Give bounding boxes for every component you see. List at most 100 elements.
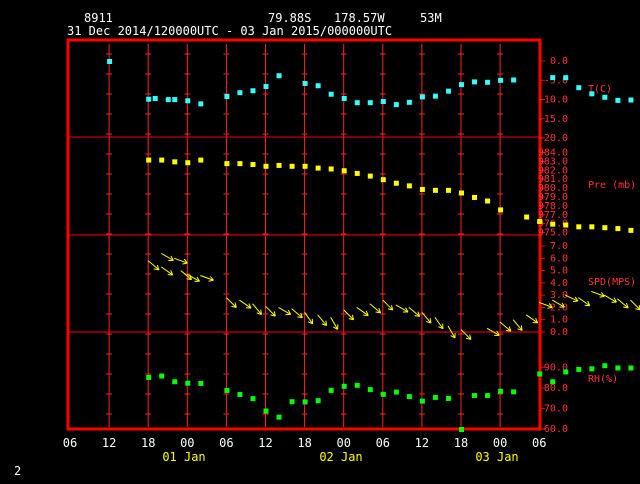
temp-point: [368, 100, 373, 105]
temp-point: [563, 75, 568, 80]
rh-point: [159, 374, 164, 379]
wind-arrow: [370, 304, 381, 313]
temp-point: [446, 89, 451, 94]
y-tick-label: 70.0: [544, 403, 568, 414]
x-tick-label: 12: [415, 436, 429, 450]
wind-arrow: [344, 310, 354, 320]
wind-arrow: [578, 298, 589, 306]
temp-point: [550, 75, 555, 80]
wind-arrow: [252, 304, 261, 315]
rh-point: [290, 399, 295, 404]
rh-point: [172, 379, 177, 384]
pressure-point: [602, 225, 607, 230]
pressure-point: [329, 166, 334, 171]
wind-arrow: [161, 253, 173, 260]
pressure-point: [250, 162, 255, 167]
wind-arrow: [604, 295, 616, 302]
rh-point: [250, 396, 255, 401]
y-tick-label: 7.0: [550, 241, 568, 252]
temp-point: [407, 100, 412, 105]
wind-arrow: [409, 307, 420, 316]
y-tick-label: 5.0: [550, 266, 568, 277]
temp-point: [602, 95, 607, 100]
x-tick-label: 06: [376, 436, 390, 450]
wind-arrow: [526, 315, 537, 323]
rh-point: [550, 379, 555, 384]
x-tick-label: 18: [141, 436, 155, 450]
pressure-point: [185, 160, 190, 165]
temp-point: [277, 73, 282, 78]
pressure-point: [368, 174, 373, 179]
temp-point: [433, 94, 438, 99]
rh-point: [615, 365, 620, 370]
pressure-point: [615, 226, 620, 231]
x-tick-label: 00: [493, 436, 507, 450]
temp-point: [498, 78, 503, 83]
panel-label: SPD(MPS): [588, 277, 636, 288]
rh-point: [303, 399, 308, 404]
x-tick-label: 06: [63, 436, 77, 450]
pressure-point: [224, 161, 229, 166]
pressure-point: [550, 222, 555, 227]
pressure-point: [198, 158, 203, 163]
panel-label: Pre (mb): [588, 180, 636, 191]
temp-point: [166, 97, 171, 102]
wind-arrow: [226, 298, 236, 308]
pressure-point: [407, 183, 412, 188]
wind-arrow: [617, 299, 628, 308]
pressure-point: [264, 164, 269, 169]
y-tick-label: 4.0: [550, 278, 568, 289]
temp-point: [472, 79, 477, 84]
x-tick-label: 18: [297, 436, 311, 450]
wind-arrow: [513, 320, 522, 331]
rh-point: [329, 388, 334, 393]
rh-point: [537, 371, 542, 376]
wind-arrow: [357, 307, 368, 315]
x-tick-label: 00: [180, 436, 194, 450]
rh-point: [472, 393, 477, 398]
y-tick-label: -20.0: [538, 133, 568, 144]
pressure-point: [342, 168, 347, 173]
temp-point: [576, 85, 581, 90]
wind-arrow: [279, 307, 291, 314]
pressure-point: [146, 158, 151, 163]
pressure-point: [537, 219, 542, 224]
temp-point: [185, 98, 190, 103]
temp-point: [250, 88, 255, 93]
wind-arrow: [174, 258, 187, 264]
rh-point: [420, 399, 425, 404]
temp-point: [589, 91, 594, 96]
temp-point: [381, 99, 386, 104]
wind-arrow: [292, 309, 303, 318]
temp-point: [224, 94, 229, 99]
temp-point: [342, 96, 347, 101]
pressure-point: [446, 188, 451, 193]
temp-point: [316, 83, 321, 88]
temp-point: [264, 84, 269, 89]
temp-point: [355, 100, 360, 105]
wind-arrow: [331, 317, 338, 329]
wind-arrow: [239, 300, 250, 308]
rh-point: [446, 396, 451, 401]
wind-arrow: [200, 275, 213, 281]
pressure-point: [381, 177, 386, 182]
y-tick-label: 60.0: [544, 424, 568, 435]
temp-point: [198, 101, 203, 106]
rh-point: [355, 383, 360, 388]
wind-arrow: [500, 322, 511, 331]
rh-point: [237, 392, 242, 397]
pressure-point: [524, 215, 529, 220]
rh-point: [368, 387, 373, 392]
temp-point: [420, 94, 425, 99]
rh-point: [576, 367, 581, 372]
temp-point: [628, 98, 633, 103]
rh-point: [628, 365, 633, 370]
pressure-point: [172, 159, 177, 164]
wind-arrow: [396, 305, 408, 312]
y-tick-label: 975.0: [538, 228, 568, 239]
pressure-point: [563, 223, 568, 228]
rh-point: [277, 415, 282, 420]
pressure-point: [576, 224, 581, 229]
pressure-point: [290, 164, 295, 169]
rh-point: [224, 388, 229, 393]
